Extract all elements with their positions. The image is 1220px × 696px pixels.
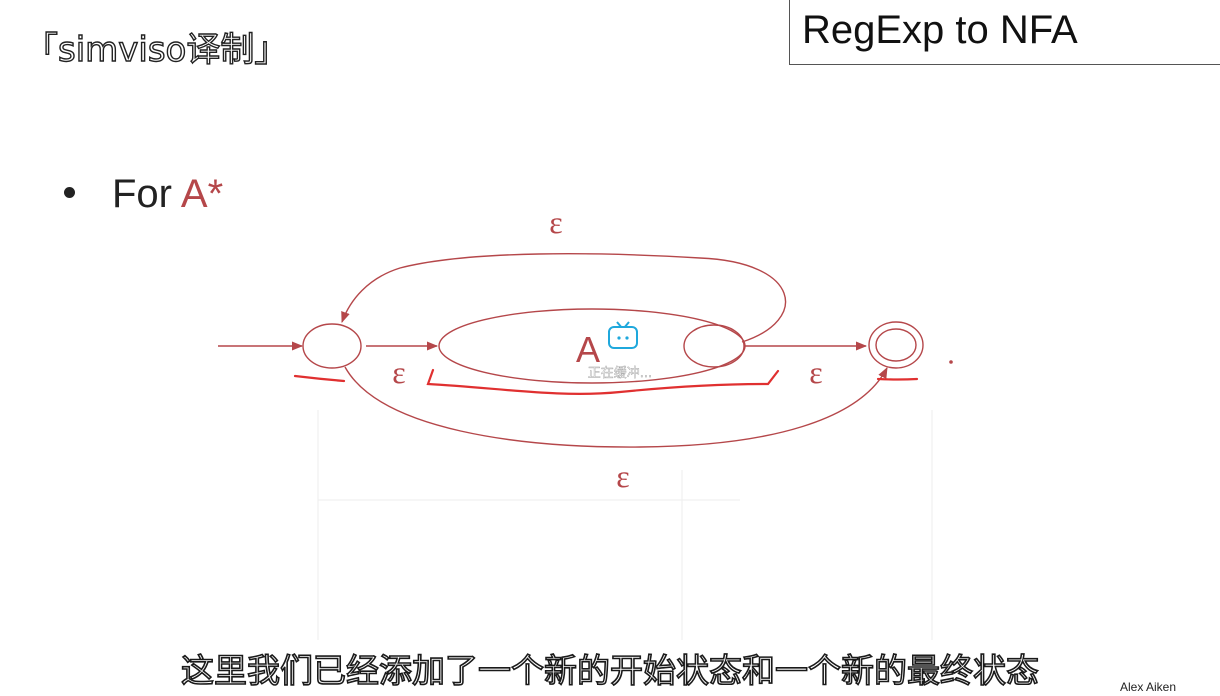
new-final-state-inner <box>875 328 917 362</box>
bullet-expression: A* <box>180 172 224 216</box>
inner-final-state <box>683 324 745 368</box>
highlight-bracket-under-a <box>426 368 780 395</box>
player-loading-overlay: 正在缓冲... <box>578 318 668 381</box>
label-epsilon-left: ε <box>392 354 405 390</box>
label-epsilon-bottom: ε <box>616 458 629 494</box>
epsilon-loop-back-arrow <box>341 253 787 343</box>
highlight-under-start <box>293 374 346 383</box>
tv-loading-icon <box>608 321 638 349</box>
bullet-for-a-star: For A* <box>64 172 223 217</box>
new-final-state-outer <box>868 321 924 369</box>
bullet-dot-icon <box>64 186 75 198</box>
bullet-prefix: For <box>112 172 172 216</box>
slide-title: RegExp to NFA <box>802 8 1078 52</box>
label-inner-a: A <box>576 329 600 370</box>
label-epsilon-top: ε <box>549 204 562 240</box>
highlight-under-final <box>876 377 919 381</box>
label-epsilon-right: ε <box>809 354 822 390</box>
new-start-state <box>302 323 362 369</box>
stray-dot <box>949 360 953 364</box>
loading-text: 正在缓冲... <box>587 366 653 381</box>
slide-title-box: RegExp to NFA <box>789 0 1220 65</box>
epsilon-skip-arrow <box>344 366 888 448</box>
author-credit: Alex Aiken <box>1120 680 1177 694</box>
faint-background-lines <box>317 410 933 640</box>
subtitle-caption: 这里我们已经添加了一个新的开始状态和一个新的最终状态 <box>180 650 1040 691</box>
watermark: 「simviso译制」 <box>23 29 289 70</box>
